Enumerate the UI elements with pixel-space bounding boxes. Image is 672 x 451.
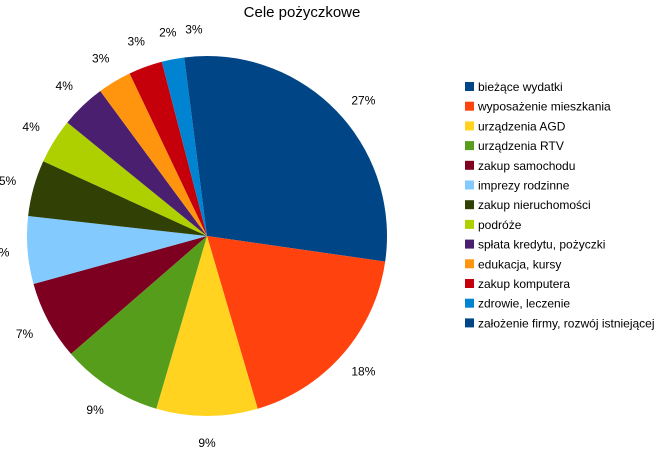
pie-slice [207,236,386,409]
legend-label: bieżące wydatki [478,80,563,94]
pie-percent-label: 5% [0,174,17,188]
legend-swatch [465,219,474,229]
pie-slice [27,216,207,284]
legend-swatch [465,141,474,151]
legend-label: zakup samochodu [478,159,575,173]
pie-slice [67,91,207,236]
pie-percent-label: 3% [185,22,203,36]
legend-label: zakup komputera [478,277,570,291]
pie-slice [28,161,207,236]
chart-title: Cele pożyczkowe [244,4,361,21]
pie-percent-label: 3% [92,51,110,65]
legend-swatch [465,298,474,308]
pie-percent-label: 6% [0,245,10,259]
pie-slice [100,73,207,236]
pie-percent-label: 7% [16,327,34,341]
legend-swatch [465,318,474,328]
legend: bieżące wydatki wyposażenie mieszkania urz… [465,80,655,330]
legend-swatch [465,101,474,111]
pie-slices [27,56,388,417]
legend-label: podróże [478,218,522,232]
legend-swatch [465,279,474,288]
pie-slice [207,56,388,262]
legend-swatch [465,259,474,269]
legend-swatch [465,200,474,210]
legend-label: spłata kredytu, pożyczki [478,238,605,252]
legend-label: urządzenia RTV [478,139,564,153]
pie-slice [43,122,207,236]
legend-swatch [465,82,474,91]
pie-slice [156,236,258,417]
pie-percent-label: 4% [22,120,40,134]
legend-label: założenie firmy, rozwój istniejącej [478,316,655,330]
legend-swatch [465,180,474,190]
pie-percent-labels: 27% 18% 9% 9% 7% 6% 5% 4% 4% 3% 3% 2% 3% [0,22,376,450]
legend-swatch [465,121,474,131]
pie-slice [70,236,207,409]
pie-percent-label: 4% [56,79,74,93]
legend-label: imprezy rodzinne [478,179,570,193]
legend-label: zdrowie, leczenie [478,297,570,311]
legend-label: urządzenia AGD [478,119,566,133]
pie-percent-label: 27% [351,93,375,107]
pie-slice [161,57,207,237]
pie-slice [129,61,207,236]
legend-label: wyposażenie mieszkania [477,100,611,114]
pie-percent-label: 18% [351,365,375,379]
legend-label: zakup nieruchomości [478,198,591,212]
legend-swatch [465,160,474,170]
pie-percent-label: 9% [198,436,216,450]
pie-percent-label: 3% [128,35,146,49]
legend-swatch [465,239,474,249]
pie-percent-label: 9% [86,403,104,417]
legend-label: edukacja, kursy [478,257,561,271]
pie-slice [184,56,207,236]
pie-slice [33,236,208,354]
pie-percent-label: 2% [159,26,177,40]
